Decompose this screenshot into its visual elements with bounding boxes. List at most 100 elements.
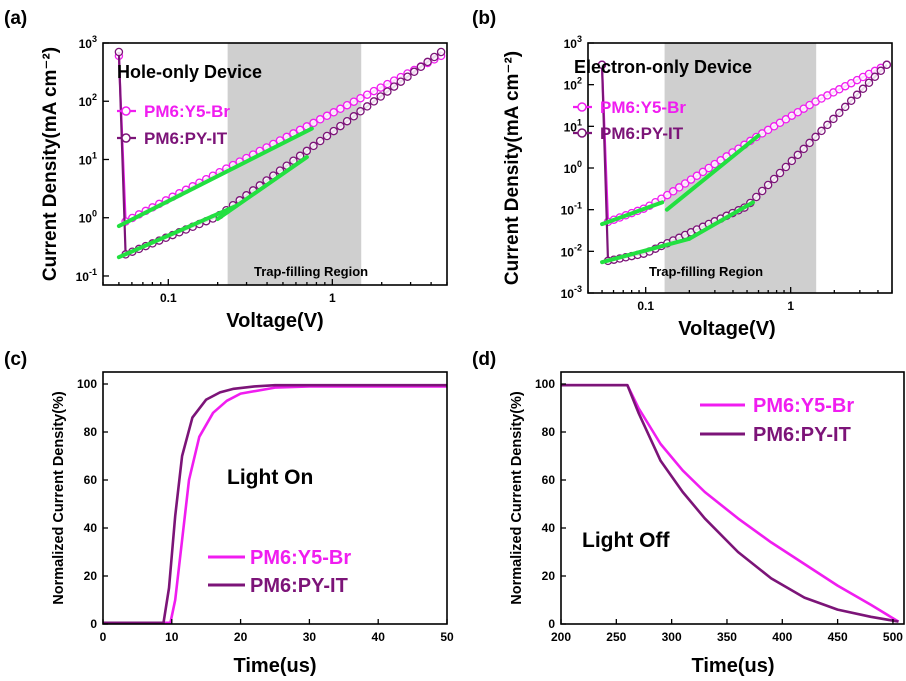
x-tick-label: 350	[717, 630, 737, 644]
data-point	[686, 175, 696, 184]
data-point	[835, 108, 844, 118]
data-point	[597, 60, 607, 70]
data-point	[362, 102, 372, 111]
data-point	[430, 52, 439, 62]
data-point	[840, 102, 850, 112]
y-axis-title: Current Density(mA cm⁻²)	[502, 51, 523, 285]
fit-line	[116, 126, 314, 229]
legend-marker-pyit	[121, 133, 131, 143]
data-point	[858, 84, 868, 94]
data-point	[302, 146, 312, 156]
x-tick-label: 40	[372, 630, 386, 644]
data-point	[356, 93, 365, 103]
y-tick-label: 10-1	[561, 201, 582, 218]
data-point	[322, 131, 332, 141]
panel-label-d: (d)	[472, 349, 496, 370]
data-point	[698, 167, 708, 177]
series-line-pm6-py-it	[103, 383, 447, 625]
legend-label-y5: PM6:Y5-Br	[600, 98, 686, 117]
data-point	[356, 107, 365, 116]
x-tick-label: 20	[234, 630, 248, 644]
y-tick-base: 10	[79, 212, 93, 226]
y-tick-label: 103	[79, 34, 97, 51]
x-tick-label: 300	[662, 630, 682, 644]
y-tick-base: 10	[76, 270, 90, 284]
legend: PM6:Y5-Br PM6:PY-IT	[208, 547, 351, 597]
data-point	[763, 125, 773, 135]
panel-label-b: (b)	[472, 8, 496, 29]
y-tick-exponent: 1	[577, 117, 582, 127]
x-tick-label: 50	[440, 630, 454, 644]
data-point	[680, 179, 690, 188]
inner-title: Light Off	[582, 529, 670, 552]
y-tick-label: 40	[84, 521, 98, 535]
data-point	[315, 136, 325, 146]
panel-label-a: (a)	[4, 8, 27, 29]
fit-line	[600, 200, 665, 227]
x-axis-title: Voltage(V)	[678, 318, 775, 340]
data-point	[329, 126, 338, 136]
x-tick-label: 500	[883, 630, 903, 644]
y-tick-exponent: 1	[92, 150, 97, 160]
x-tick-label: 450	[828, 630, 848, 644]
data-point	[383, 87, 392, 96]
panel-a: (a) Trap-filling Region 0.1 110-110010110…	[4, 8, 448, 332]
data-point	[692, 171, 702, 181]
fit-line	[116, 203, 239, 260]
fit-line	[687, 200, 756, 241]
data-point	[369, 97, 379, 106]
y-tick-label: 100	[564, 159, 582, 176]
data-point	[864, 78, 874, 88]
data-point	[403, 72, 412, 81]
data-point	[329, 108, 338, 117]
x-tick-label: 200	[551, 630, 571, 644]
data-point	[823, 120, 832, 130]
data-point	[336, 121, 345, 131]
panel-label-c: (c)	[4, 349, 27, 370]
legend-label-y5: PM6:Y5-Br	[753, 395, 854, 417]
y-tick-base: 10	[561, 245, 575, 259]
data-point	[870, 72, 880, 82]
y-tick-base: 10	[564, 37, 578, 51]
plot-frame	[560, 371, 905, 625]
x-tick-label: 1	[787, 299, 794, 313]
legend-label-pyit: PM6:PY-IT	[753, 424, 851, 446]
y-tick-exponent: 3	[577, 34, 582, 44]
x-tick-label: 0.1	[637, 299, 654, 313]
data-point	[342, 100, 352, 110]
data-point	[799, 144, 808, 154]
data-series	[103, 383, 447, 625]
data-point	[852, 90, 862, 100]
y-tick-label: 80	[84, 425, 98, 439]
y-tick-label: 100	[79, 209, 97, 226]
y-tick-exponent: 2	[577, 76, 582, 86]
data-point	[416, 62, 426, 72]
y-tick-label: 60	[542, 473, 556, 487]
y-tick-exponent: -3	[574, 284, 582, 294]
data-point	[876, 66, 886, 76]
x-tick-label: 250	[606, 630, 626, 644]
inner-title: Electron-only Device	[574, 57, 752, 77]
ticks: 0 10 20 30 40 50 0 20 40 60 80 100	[77, 377, 454, 644]
trap-filling-label: Trap-filling Region	[254, 264, 368, 279]
y-tick-label: 80	[542, 425, 556, 439]
legend-marker-y5	[577, 102, 587, 112]
data-point	[775, 168, 785, 178]
fit-lines	[600, 133, 761, 265]
data-point	[349, 97, 359, 106]
data-point	[409, 67, 419, 77]
inner-title: Light On	[227, 466, 313, 489]
y-tick-exponent: -1	[574, 201, 582, 211]
data-point	[752, 192, 761, 202]
y-tick-base: 10	[79, 153, 93, 167]
data-point	[817, 126, 826, 136]
data-point	[349, 112, 359, 121]
data-point	[787, 156, 797, 166]
y-tick-base: 10	[79, 37, 93, 51]
y-tick-exponent: 2	[92, 92, 97, 102]
data-point	[674, 183, 684, 192]
panel-b: (b) Trap-filling Region 0.1 110-310-210-1…	[472, 8, 893, 340]
y-tick-exponent: 3	[92, 34, 97, 44]
